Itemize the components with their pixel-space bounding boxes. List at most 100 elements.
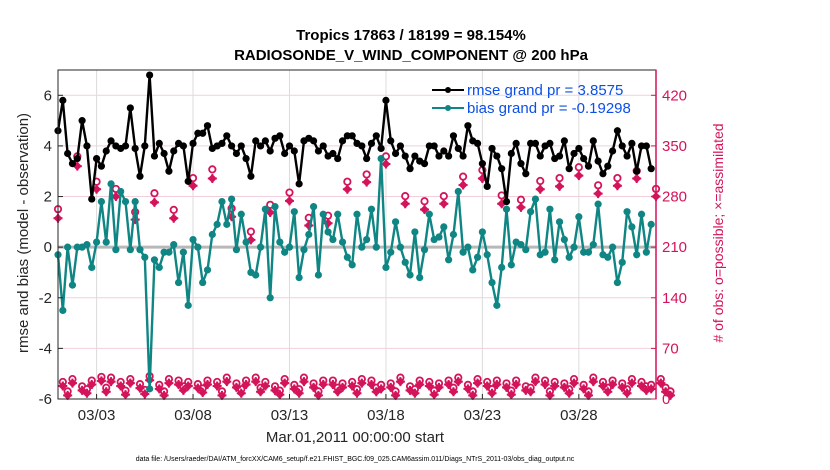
bias-point [324, 228, 332, 236]
rmse-point [348, 132, 356, 140]
obs-assimilated-marker [342, 184, 352, 194]
rmse-point [223, 132, 231, 140]
series-lines [54, 71, 655, 393]
bias-point [517, 241, 525, 249]
chart-subtitle: RADIOSONDE_V_WIND_COMPONENT @ 200 hPa [234, 47, 589, 64]
obs-assimilated-marker [96, 376, 106, 386]
obs-assimilated-marker [487, 388, 497, 398]
rmse-point [517, 160, 525, 168]
bias-point [406, 271, 414, 279]
obs-possible-marker [613, 173, 622, 183]
obs-assimilated-marker [183, 381, 193, 391]
rmse-point [445, 152, 453, 160]
bias-point [329, 235, 337, 244]
obs-assimilated-marker [453, 377, 463, 387]
bias-point [271, 203, 279, 211]
obs-assimilated-marker [415, 380, 425, 390]
y-tick-label: -4 [39, 340, 52, 357]
rmse-point [464, 122, 472, 130]
rmse-point [92, 154, 101, 163]
obs-possible-marker [150, 189, 159, 198]
rmse-point [232, 149, 241, 158]
rmse-point [228, 142, 236, 150]
obs-assimilated-marker [612, 181, 622, 191]
rmse-point [555, 152, 564, 160]
bias-point [102, 238, 110, 246]
bias-point [613, 278, 622, 287]
rmse-point [199, 129, 207, 137]
obs-possible-marker [594, 181, 603, 190]
rmse-point [338, 137, 347, 145]
rmse-point [613, 127, 622, 135]
rmse-point [628, 139, 636, 147]
rmse-point [483, 182, 491, 191]
bias-point [213, 220, 221, 228]
obs-assimilated-marker [424, 381, 434, 391]
rmse-point [401, 152, 409, 160]
obs-assimilated-marker [87, 380, 97, 390]
obs-assimilated-marker [309, 382, 319, 392]
bias-point [242, 238, 250, 246]
obs-assimilated-marker [608, 380, 618, 390]
rmse-point [435, 152, 443, 160]
obs-assimilated-marker [236, 388, 246, 398]
bias-point [170, 241, 178, 249]
obs-assimilated-marker [280, 378, 290, 388]
bias-point [223, 220, 231, 228]
bias-point [623, 208, 631, 216]
rmse-point [179, 142, 187, 150]
rmse-point [575, 144, 583, 153]
bias-point [377, 154, 385, 163]
bias-point [261, 205, 269, 213]
bias-point [440, 223, 448, 231]
x-tick-label: 03/28 [560, 407, 598, 424]
obs-assimilated-marker [574, 171, 584, 181]
bias-point [401, 258, 409, 266]
bias-point [493, 301, 501, 309]
rmse-point [334, 154, 342, 163]
obs-assimilated-marker [198, 387, 208, 397]
bias-point [256, 243, 265, 251]
bias-point [387, 248, 395, 256]
obs-assimilated-marker [627, 378, 637, 388]
y2-tick-label: 420 [662, 87, 687, 104]
rmse-point [285, 142, 294, 150]
obs-possible-marker [574, 163, 583, 172]
rmse-point [184, 177, 192, 185]
bias-point [353, 210, 361, 218]
rmse-point [594, 157, 602, 165]
rmse-point [608, 147, 617, 155]
obs-assimilated-marker [212, 381, 222, 391]
obs-assimilated-marker [622, 388, 632, 398]
obs-assimilated-marker [256, 387, 266, 397]
rmse-point [531, 139, 540, 147]
rmse-point [507, 149, 515, 158]
obs-possible-marker [169, 205, 178, 214]
bias-point [445, 256, 453, 264]
bias-point [642, 248, 650, 256]
rmse-point [363, 154, 371, 163]
rmse-point [459, 152, 467, 160]
obs-assimilated-marker [506, 390, 516, 400]
bias-point [228, 195, 236, 203]
y-axis-label: rmse and bias (model - observation) [15, 113, 32, 353]
bias-point [281, 248, 289, 256]
obs-assimilated-marker [241, 380, 251, 390]
obs-assimilated-marker [260, 381, 270, 391]
obs-assimilated-marker [289, 384, 299, 394]
obs-assimilated-marker [429, 390, 439, 400]
rmse-point [68, 160, 77, 168]
obs-assimilated-marker [593, 189, 603, 199]
bias-point [546, 205, 554, 213]
rmse-point [102, 147, 110, 155]
bias-point [396, 243, 405, 251]
rmse-point [420, 160, 429, 168]
bias-point [83, 241, 91, 249]
legend-rmse-label: rmse grand pr = 3.8575 [467, 82, 623, 99]
obs-assimilated-marker [231, 382, 241, 392]
obs-assimilated-marker [193, 383, 203, 393]
obs-possible-marker [208, 165, 217, 174]
bias-point [141, 253, 149, 261]
rmse-point [473, 139, 482, 147]
bias-point [194, 243, 202, 251]
